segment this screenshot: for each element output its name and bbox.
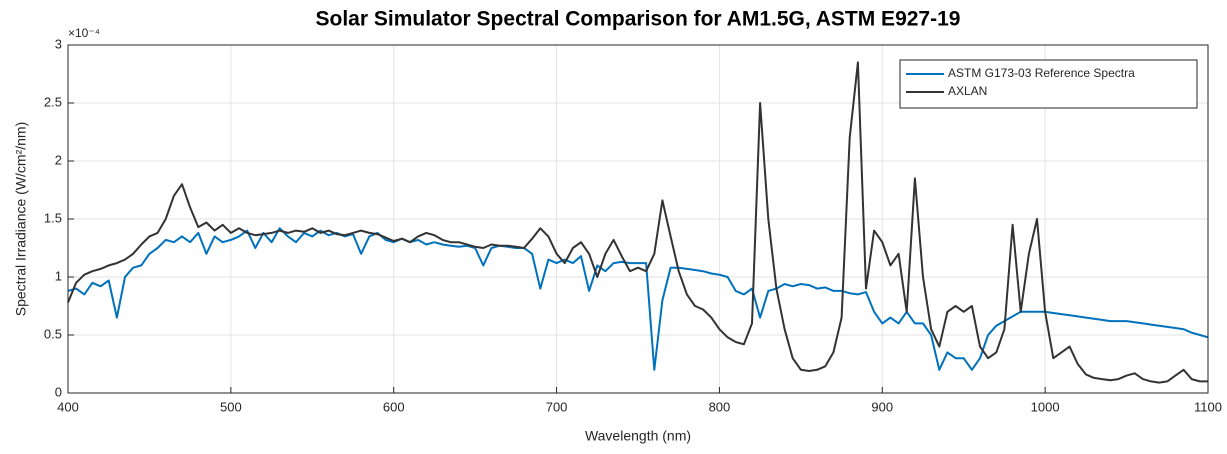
chart-title: Solar Simulator Spectral Comparison for … [316, 8, 961, 31]
y-tick-label: 2 [55, 152, 62, 167]
legend: ASTM G173-03 Reference Spectra AXLAN [899, 59, 1198, 109]
y-tick-label: 3 [55, 36, 62, 51]
legend-label: AXLAN [948, 84, 987, 98]
x-axis-label: Wavelength (nm) [585, 428, 691, 444]
y-axis-label: Spectral Irradiance (W/cm²/nm) [13, 122, 29, 316]
y-tick-label: 0.5 [44, 326, 62, 341]
x-tick-label: 400 [57, 399, 79, 414]
legend-label: ASTM G173-03 Reference Spectra [948, 66, 1135, 80]
x-tick-label: 1100 [1194, 399, 1222, 414]
x-tick-label: 700 [546, 399, 568, 414]
x-tick-label: 600 [383, 399, 405, 414]
series-line [67, 227, 1209, 371]
x-tick-label: 900 [871, 399, 893, 414]
y-tick-label: 1.5 [44, 210, 62, 225]
series-line [67, 61, 1208, 384]
legend-box [899, 59, 1198, 109]
y-tick-label: 2.5 [44, 94, 62, 109]
plot-frame [67, 44, 1209, 394]
y-tick-label: 1 [55, 268, 62, 283]
x-tick-label: 1000 [1031, 399, 1060, 414]
x-tick-label: 500 [220, 399, 242, 414]
y-exponent: ×10⁻⁴ [68, 26, 100, 40]
x-tick-label: 800 [709, 399, 731, 414]
y-tick-label: 0 [55, 384, 62, 399]
